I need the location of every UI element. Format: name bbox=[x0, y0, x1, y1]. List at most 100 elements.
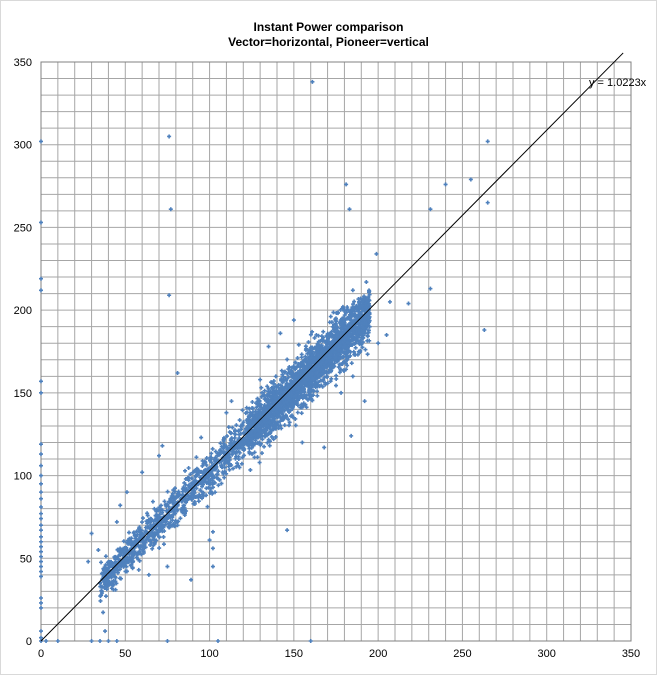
data-point bbox=[146, 535, 151, 540]
data-point bbox=[285, 357, 290, 362]
data-point bbox=[39, 496, 43, 501]
data-point bbox=[309, 396, 314, 401]
data-point bbox=[150, 534, 155, 539]
data-point bbox=[152, 537, 157, 542]
data-point bbox=[133, 550, 138, 555]
data-point bbox=[105, 579, 110, 584]
data-point bbox=[248, 467, 253, 472]
data-point bbox=[328, 352, 333, 357]
data-point bbox=[288, 378, 293, 383]
data-point bbox=[338, 367, 343, 372]
data-point bbox=[360, 336, 365, 341]
x-tick-label: 350 bbox=[622, 648, 640, 660]
data-point bbox=[357, 305, 362, 310]
data-point bbox=[262, 393, 267, 398]
data-point bbox=[286, 367, 291, 372]
data-point bbox=[266, 437, 271, 442]
data-point bbox=[315, 393, 320, 398]
data-point bbox=[330, 324, 335, 329]
data-point bbox=[165, 564, 170, 569]
data-point bbox=[280, 372, 285, 377]
data-point bbox=[348, 341, 353, 346]
data-point bbox=[224, 410, 229, 415]
data-point bbox=[305, 377, 310, 382]
data-point bbox=[299, 411, 304, 416]
data-point bbox=[39, 390, 43, 395]
data-point bbox=[102, 586, 107, 591]
data-point bbox=[168, 515, 173, 520]
data-point bbox=[161, 534, 166, 539]
data-point bbox=[143, 525, 148, 530]
data-point bbox=[257, 399, 262, 404]
data-point bbox=[350, 374, 355, 379]
data-point bbox=[278, 407, 283, 412]
data-point bbox=[349, 361, 354, 366]
data-point bbox=[188, 472, 193, 477]
y-tick-label: 100 bbox=[14, 471, 32, 483]
data-point bbox=[336, 310, 341, 315]
data-point bbox=[269, 380, 274, 385]
data-point bbox=[210, 446, 215, 451]
data-point bbox=[136, 543, 141, 548]
data-point bbox=[116, 557, 121, 562]
data-point bbox=[158, 508, 163, 513]
data-point bbox=[39, 220, 43, 225]
data-point bbox=[166, 504, 171, 509]
data-point bbox=[300, 372, 305, 377]
data-point bbox=[190, 481, 195, 486]
data-point bbox=[222, 475, 227, 480]
data-point bbox=[39, 276, 43, 281]
data-point bbox=[243, 411, 248, 416]
data-point bbox=[199, 435, 204, 440]
data-point bbox=[360, 345, 365, 350]
axis-ticks: 0 50 100 150 200 250 300 350 0 50 100 150 200 250 300 3… bbox=[14, 57, 641, 660]
data-point bbox=[301, 359, 306, 364]
data-point bbox=[295, 403, 300, 408]
data-point bbox=[167, 525, 172, 530]
data-point bbox=[138, 527, 143, 532]
data-point bbox=[156, 529, 161, 534]
data-point bbox=[96, 548, 101, 553]
data-point bbox=[443, 182, 448, 187]
data-point bbox=[125, 556, 130, 561]
data-point bbox=[109, 580, 114, 585]
data-point bbox=[259, 385, 264, 390]
data-point bbox=[310, 329, 315, 334]
data-point bbox=[247, 417, 252, 422]
data-point bbox=[310, 371, 315, 376]
data-point bbox=[39, 288, 43, 293]
data-point bbox=[213, 490, 218, 495]
data-point bbox=[298, 390, 303, 395]
data-point bbox=[288, 369, 293, 374]
data-point bbox=[290, 402, 295, 407]
data-point bbox=[185, 476, 190, 481]
data-point bbox=[344, 361, 349, 366]
data-point bbox=[300, 382, 305, 387]
x-tick-label: 0 bbox=[38, 648, 44, 660]
data-point bbox=[259, 394, 264, 399]
data-point bbox=[168, 207, 173, 212]
data-point bbox=[183, 511, 188, 516]
data-point bbox=[348, 316, 353, 321]
chart-title: Instant Power comparison Vector=horizont… bbox=[0, 20, 657, 50]
data-point bbox=[274, 409, 279, 414]
data-point bbox=[364, 280, 369, 285]
data-point bbox=[359, 321, 364, 326]
data-point bbox=[270, 427, 275, 432]
data-point bbox=[468, 177, 473, 182]
data-point bbox=[221, 437, 226, 442]
data-point bbox=[273, 374, 278, 379]
data-point bbox=[170, 523, 175, 528]
data-point bbox=[335, 325, 340, 330]
data-point bbox=[111, 578, 116, 583]
data-point bbox=[342, 308, 347, 313]
data-point bbox=[214, 475, 219, 480]
data-point bbox=[325, 338, 330, 343]
data-point bbox=[279, 368, 284, 373]
data-point bbox=[39, 569, 43, 574]
data-point bbox=[290, 413, 295, 418]
data-point bbox=[101, 610, 106, 615]
data-point bbox=[257, 460, 262, 465]
data-point bbox=[152, 541, 157, 546]
data-point bbox=[329, 376, 334, 381]
